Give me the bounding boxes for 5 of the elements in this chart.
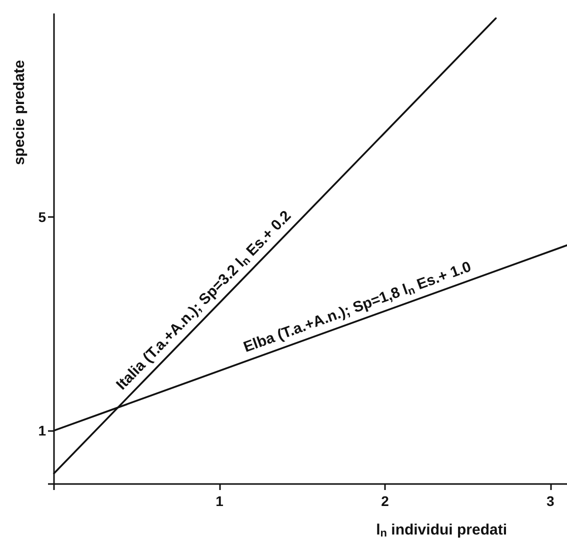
x-tick-label: 2 [381,493,390,509]
y-axis-title: specie predate [11,60,28,166]
y-tick-label: 5 [38,208,46,225]
x-tick-label: 1 [216,493,224,509]
x-tick-label: 3 [546,493,555,509]
